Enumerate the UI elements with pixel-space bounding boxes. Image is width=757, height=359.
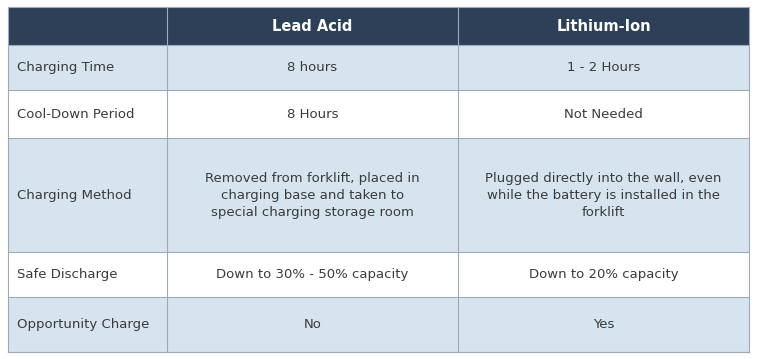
- Text: Charging Time: Charging Time: [17, 61, 114, 74]
- Bar: [8, 45, 167, 90]
- Text: Down to 30% - 50% capacity: Down to 30% - 50% capacity: [217, 268, 409, 281]
- Text: 8 Hours: 8 Hours: [287, 107, 338, 121]
- Bar: [458, 252, 749, 297]
- Bar: [167, 138, 458, 252]
- Bar: [458, 45, 749, 90]
- Text: Charging Method: Charging Method: [17, 188, 131, 201]
- Bar: [458, 90, 749, 138]
- Text: Lead Acid: Lead Acid: [273, 19, 353, 34]
- Text: Safe Discharge: Safe Discharge: [17, 268, 117, 281]
- Bar: [8, 138, 167, 252]
- Bar: [167, 90, 458, 138]
- Text: Plugged directly into the wall, even
while the battery is installed in the
forkl: Plugged directly into the wall, even whi…: [485, 172, 722, 219]
- Text: Cool-Down Period: Cool-Down Period: [17, 107, 134, 121]
- Text: Opportunity Charge: Opportunity Charge: [17, 318, 149, 331]
- Text: Removed from forklift, placed in
charging base and taken to
special charging sto: Removed from forklift, placed in chargin…: [205, 172, 420, 219]
- Bar: [167, 45, 458, 90]
- Text: No: No: [304, 318, 322, 331]
- Text: Yes: Yes: [593, 318, 615, 331]
- Bar: [458, 297, 749, 352]
- Bar: [458, 7, 749, 45]
- Bar: [167, 252, 458, 297]
- Text: 1 - 2 Hours: 1 - 2 Hours: [567, 61, 640, 74]
- Text: Not Needed: Not Needed: [564, 107, 643, 121]
- Text: 8 hours: 8 hours: [288, 61, 338, 74]
- Bar: [8, 7, 167, 45]
- Bar: [458, 138, 749, 252]
- Bar: [8, 90, 167, 138]
- Bar: [167, 7, 458, 45]
- Text: Lithium-Ion: Lithium-Ion: [556, 19, 651, 34]
- Bar: [167, 297, 458, 352]
- Text: Down to 20% capacity: Down to 20% capacity: [529, 268, 678, 281]
- Bar: [8, 252, 167, 297]
- Bar: [8, 297, 167, 352]
